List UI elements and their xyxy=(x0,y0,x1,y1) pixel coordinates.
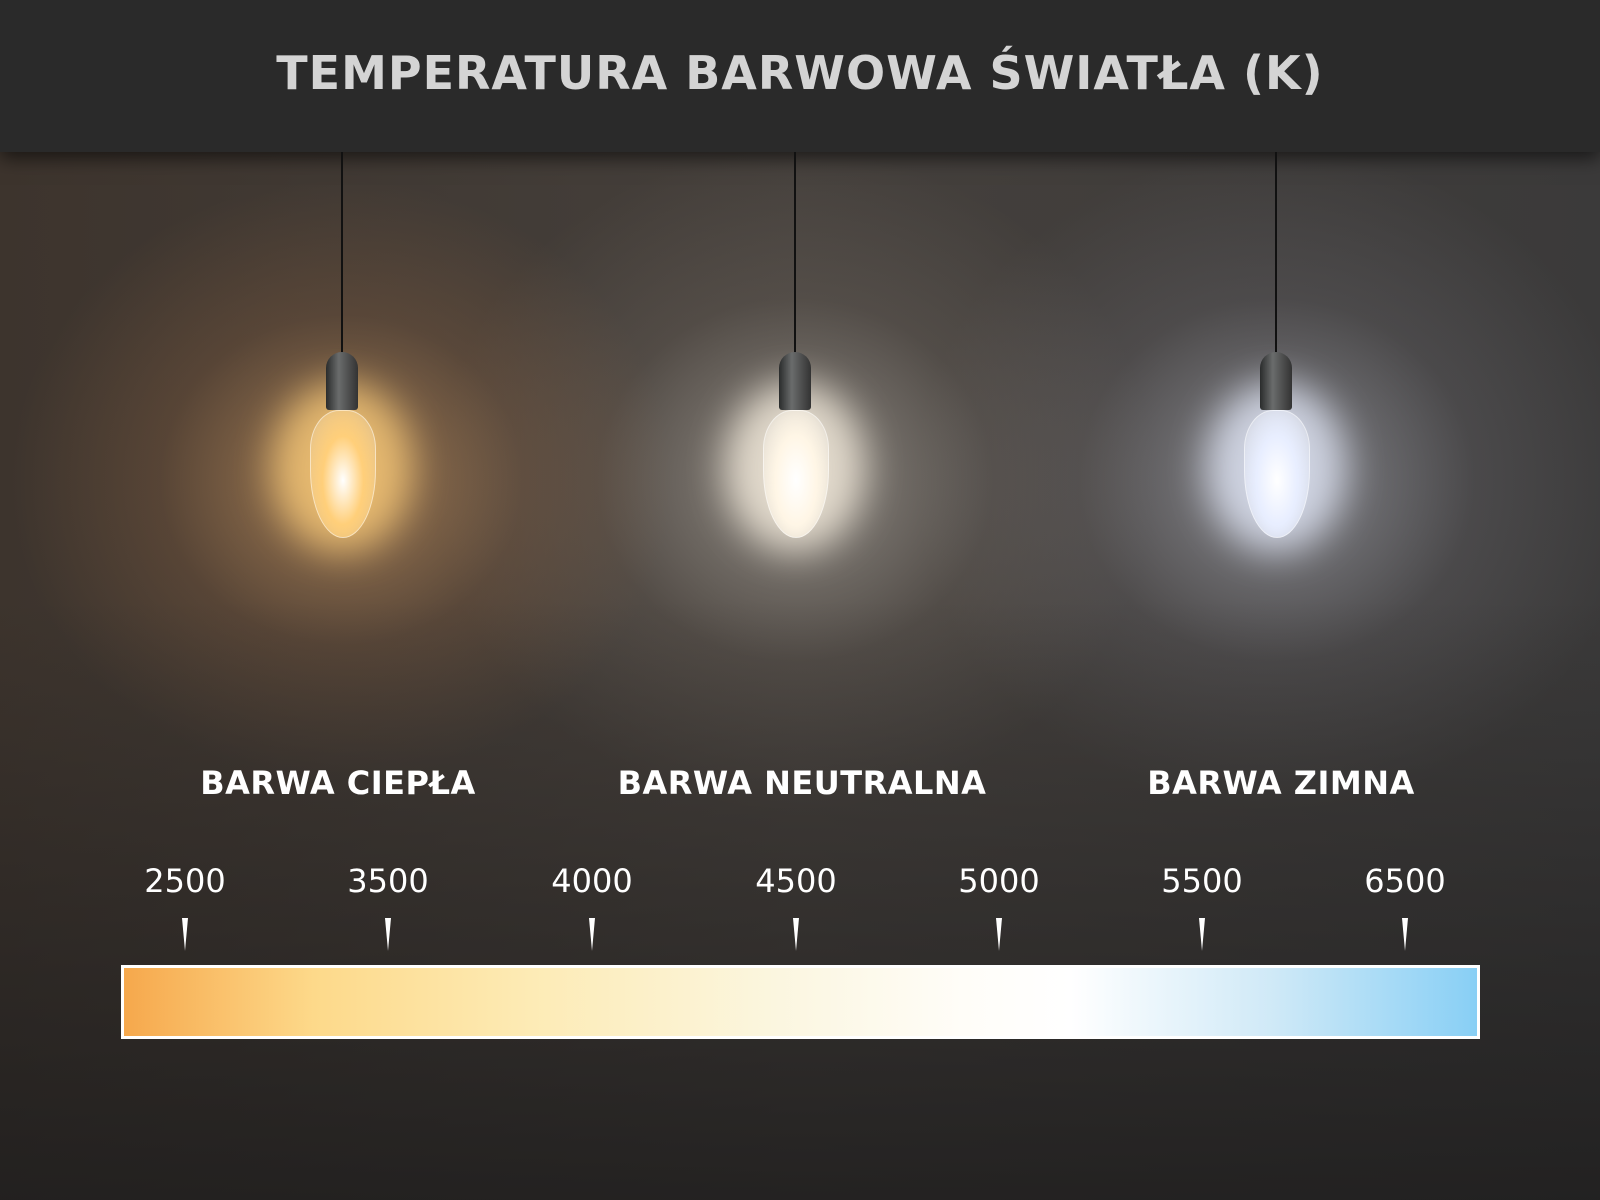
tick-marker xyxy=(996,918,1002,951)
cord xyxy=(1275,152,1277,357)
tick-marker xyxy=(1199,918,1205,951)
category-cold-label: BARWA ZIMNA xyxy=(1147,764,1415,802)
tick-marker xyxy=(182,918,188,951)
light-bulb-neutral xyxy=(725,152,865,552)
tick-marker xyxy=(793,918,799,951)
light-bulb-cold xyxy=(1206,152,1346,552)
tick-marker xyxy=(1402,918,1408,951)
tick-label: 5500 xyxy=(1161,862,1243,900)
tick-marker xyxy=(589,918,595,951)
tick-label: 6500 xyxy=(1364,862,1446,900)
color-temperature-gradient-bar xyxy=(121,965,1480,1039)
bulb-glass xyxy=(1244,410,1310,538)
tick-marker xyxy=(385,918,391,951)
socket xyxy=(326,352,358,410)
tick-label: 4000 xyxy=(551,862,633,900)
tick-label: 4500 xyxy=(755,862,837,900)
socket xyxy=(779,352,811,410)
tick-label: 2500 xyxy=(144,862,226,900)
socket xyxy=(1260,352,1292,410)
category-warm-label: BARWA CIEPŁA xyxy=(200,764,476,802)
light-bulb-warm xyxy=(272,152,412,552)
page-title: TEMPERATURA BARWOWA ŚWIATŁA (K) xyxy=(276,46,1324,100)
cord xyxy=(341,152,343,357)
tick-label: 5000 xyxy=(958,862,1040,900)
header: TEMPERATURA BARWOWA ŚWIATŁA (K) xyxy=(0,0,1600,152)
category-neutral-label: BARWA NEUTRALNA xyxy=(617,764,987,802)
bulb-glass xyxy=(763,410,829,538)
cord xyxy=(794,152,796,357)
tick-label: 3500 xyxy=(347,862,429,900)
bulb-glass xyxy=(310,410,376,538)
